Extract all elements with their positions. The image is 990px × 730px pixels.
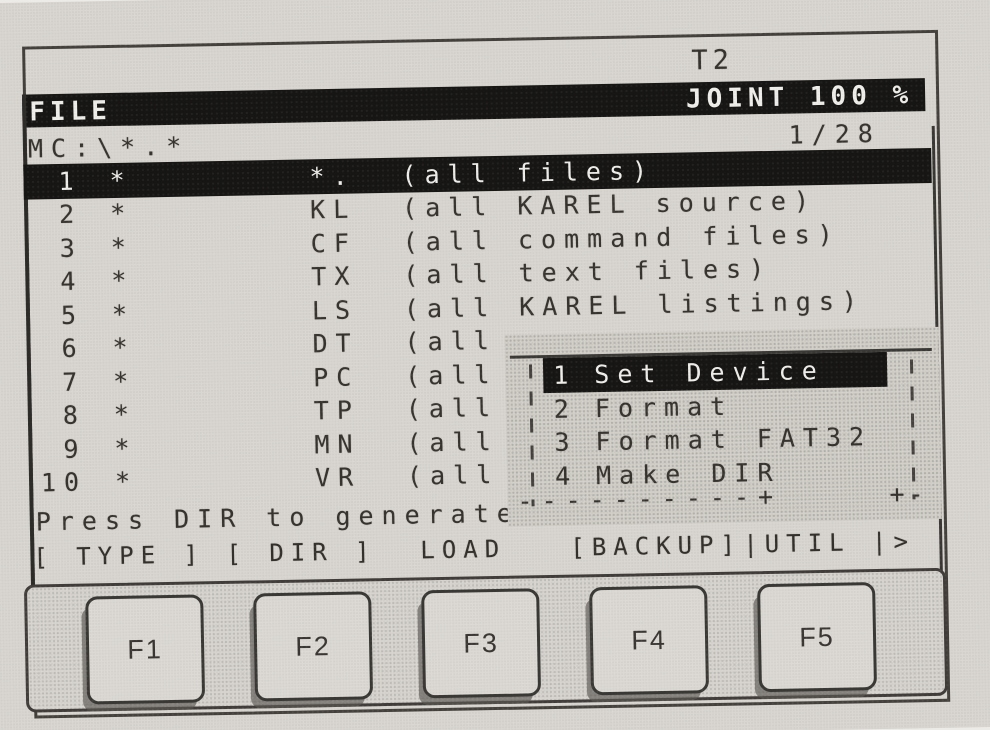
row-number: 5	[60, 300, 85, 330]
row-number: 9	[63, 434, 87, 464]
row-ext: TP	[313, 395, 361, 426]
popup-item-number: 3	[554, 427, 578, 457]
row-ext: VR	[314, 462, 362, 493]
row-ext: *.	[309, 161, 356, 192]
row-star: *	[114, 466, 139, 496]
popup-item-number: 1	[552, 360, 577, 390]
row-number: 2	[58, 199, 83, 229]
row-desc: (all	[405, 392, 499, 424]
popup-item-label: Set Device	[593, 355, 825, 390]
row-number: 1	[58, 166, 82, 196]
row-star: *	[109, 165, 133, 196]
row-star: *	[112, 332, 136, 363]
f3-key[interactable]: F3	[421, 588, 542, 699]
row-star: *	[113, 399, 138, 429]
row-number: 3	[59, 233, 84, 263]
softkey-type[interactable]: [ TYPE ]	[33, 540, 206, 572]
row-ext: DT	[312, 328, 359, 359]
row-ext: CF	[310, 228, 358, 259]
row-ext: LS	[311, 295, 359, 326]
prompt-message: Press DIR to generate	[35, 498, 521, 537]
row-number: 8	[62, 400, 87, 430]
f4-key[interactable]: F4	[589, 585, 710, 696]
f5-key[interactable]: F5	[757, 582, 878, 693]
f1-key[interactable]: F1	[85, 594, 206, 705]
joint-speed-indicator: JOINT 100 %	[685, 80, 914, 115]
row-desc: (all KAREL source)	[401, 186, 818, 223]
function-key-panel: F1 F2 F3 F4 F5	[23, 567, 949, 713]
cursor-position-indicator: 1/28	[788, 118, 882, 150]
row-star: *	[110, 232, 135, 263]
softkey-util[interactable]: |UTIL |>	[743, 527, 916, 559]
row-ext: MN	[314, 429, 361, 460]
row-star: *	[111, 265, 135, 296]
row-desc: (all	[404, 359, 498, 391]
popup-left-border	[528, 364, 535, 507]
popup-item-number: 2	[553, 394, 578, 424]
row-star: *	[111, 299, 136, 330]
softkey-load[interactable]: LOAD	[420, 534, 507, 565]
row-ext: KL	[309, 194, 357, 225]
row-star: *	[114, 433, 138, 463]
popup-item-label: Format	[594, 391, 734, 424]
device-path: MC:\*.*	[27, 131, 190, 164]
popup-bottom-border: ----------+	[517, 481, 783, 516]
row-desc: (all text files)	[403, 253, 773, 290]
row-number: 4	[60, 266, 84, 296]
row-star: *	[109, 198, 134, 229]
softkey-dir[interactable]: [ DIR ]	[226, 537, 377, 568]
f2-key[interactable]: F2	[253, 591, 374, 702]
row-desc: (all	[406, 459, 500, 491]
popup-corner-mark: +-	[889, 479, 928, 509]
softkey-backup[interactable]: [BACKUP]	[570, 530, 743, 562]
row-ext: PC	[312, 362, 360, 393]
screen-title: FILE	[29, 95, 113, 128]
mode-indicator: T2	[691, 44, 735, 77]
row-star: *	[112, 366, 137, 396]
row-number: 6	[61, 333, 85, 363]
row-desc: (all	[406, 426, 499, 458]
row-number: 7	[61, 367, 86, 397]
row-desc: (all files)	[401, 156, 656, 190]
row-ext: TX	[311, 261, 358, 292]
row-desc: (all	[404, 325, 498, 357]
popup-item-label: Format FAT32	[595, 422, 873, 457]
util-popup-menu: 1 Set Device 2 Format 3 Format FAT32 4 Make …	[504, 326, 942, 527]
row-number: 10	[40, 467, 88, 498]
